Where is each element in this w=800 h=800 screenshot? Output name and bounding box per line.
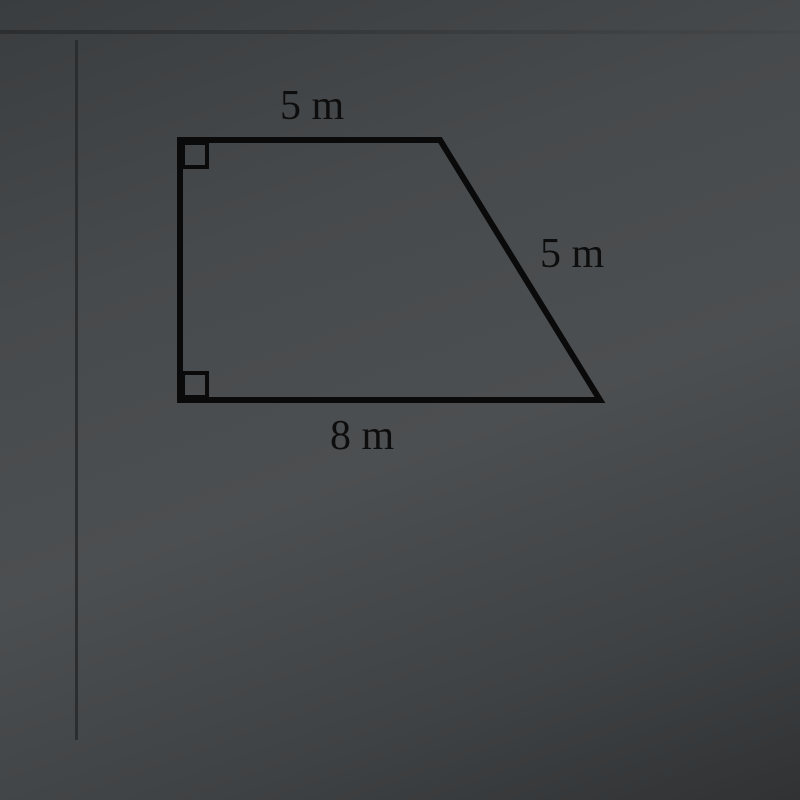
right-angle-marker-top-left	[183, 143, 207, 167]
side-label-bottom: 8 m	[330, 412, 394, 460]
right-angle-marker-bottom-left	[183, 373, 207, 397]
worksheet-page: 5 m 5 m 8 m	[0, 0, 800, 800]
side-label-top: 5 m	[280, 82, 344, 130]
trapezoid-svg	[120, 80, 680, 510]
page-top-rule	[0, 30, 800, 34]
trapezoid-polygon	[180, 140, 600, 400]
trapezoid-figure: 5 m 5 m 8 m	[120, 80, 680, 510]
page-column-rule	[75, 40, 78, 740]
side-label-right: 5 m	[540, 230, 604, 278]
